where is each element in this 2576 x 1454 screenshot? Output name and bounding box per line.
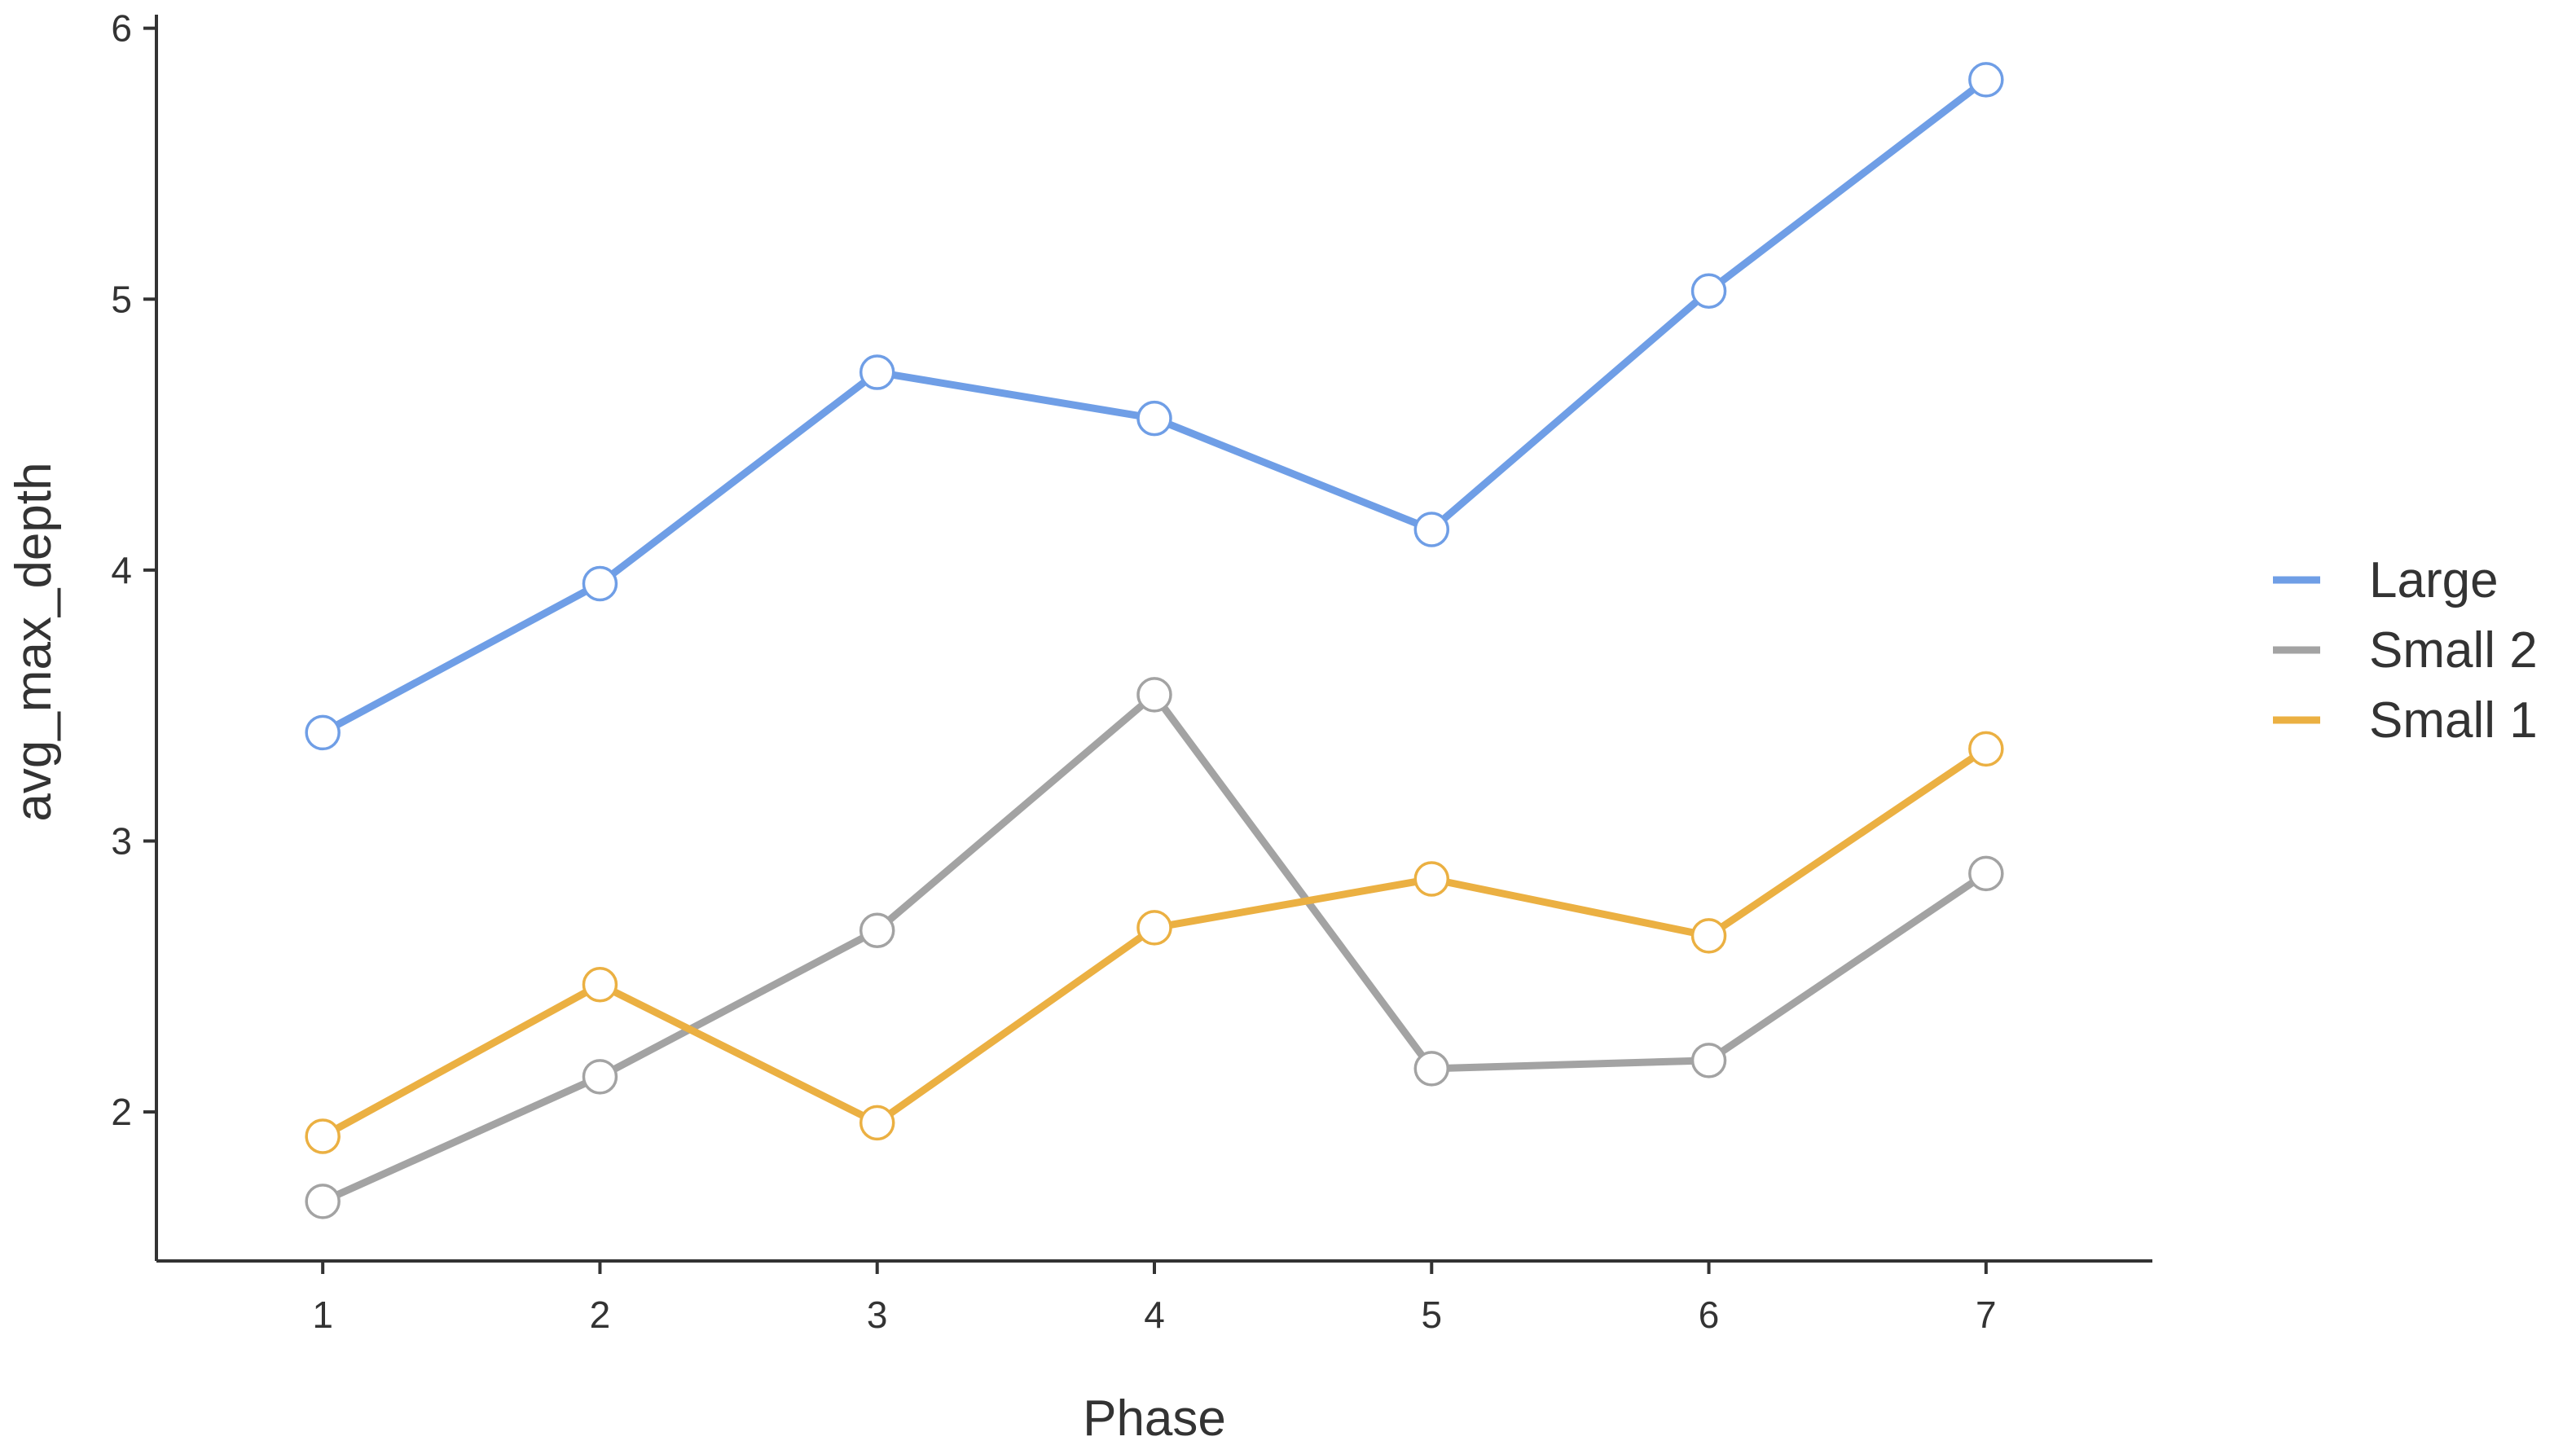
legend-item: Small 1	[2273, 692, 2538, 749]
axes	[155, 15, 2152, 1263]
data-point	[582, 565, 618, 602]
data-point	[859, 912, 895, 948]
legend: Large Small 2 Small 1	[2273, 552, 2538, 749]
x-tick-label: 1	[312, 1294, 333, 1336]
data-point	[1413, 512, 1450, 547]
x-tick-label: 4	[1144, 1294, 1165, 1336]
x-tick-label: 7	[1976, 1294, 1997, 1336]
data-point	[1413, 861, 1450, 897]
series-large	[305, 62, 2004, 751]
data-point	[859, 1105, 895, 1141]
series-small-2	[305, 677, 2004, 1219]
data-point	[582, 1059, 618, 1095]
series-group	[305, 62, 2004, 1219]
ticks: 2 3 4 5 6 1 2 3 4 5 6 7	[111, 7, 1996, 1336]
y-axis-title: avg_max_depth	[6, 462, 62, 821]
y-tick-label: 2	[111, 1091, 132, 1133]
data-point	[1136, 910, 1172, 946]
data-point	[1413, 1051, 1450, 1087]
legend-label: Large	[2369, 552, 2499, 608]
data-point	[305, 1184, 341, 1219]
y-tick-label: 4	[111, 549, 132, 591]
y-tick-label: 6	[111, 7, 132, 50]
data-point	[1968, 62, 2004, 98]
y-tick-label: 5	[111, 278, 132, 320]
data-point	[1690, 1043, 1727, 1078]
y-tick-label: 3	[111, 819, 132, 862]
legend-label: Small 2	[2369, 622, 2538, 679]
data-point	[1968, 731, 2004, 767]
x-tick-label: 5	[1421, 1294, 1442, 1336]
legend-item: Large	[2273, 552, 2499, 608]
legend-item: Small 2	[2273, 622, 2538, 679]
x-axis-title: Phase	[1083, 1390, 1226, 1447]
legend-label: Small 1	[2369, 692, 2538, 749]
data-point	[582, 966, 618, 1003]
series-line	[319, 691, 1990, 1206]
data-point	[1690, 273, 1727, 310]
data-point	[1690, 918, 1727, 954]
x-tick-label: 6	[1699, 1294, 1720, 1336]
data-point	[305, 714, 341, 751]
data-point	[1136, 677, 1172, 713]
data-point	[859, 354, 895, 390]
data-point	[1136, 400, 1172, 437]
series-small-1	[305, 731, 2004, 1154]
data-point	[305, 1118, 341, 1154]
x-tick-label: 3	[867, 1294, 888, 1336]
data-point	[1968, 855, 2004, 892]
x-tick-label: 2	[590, 1294, 611, 1336]
